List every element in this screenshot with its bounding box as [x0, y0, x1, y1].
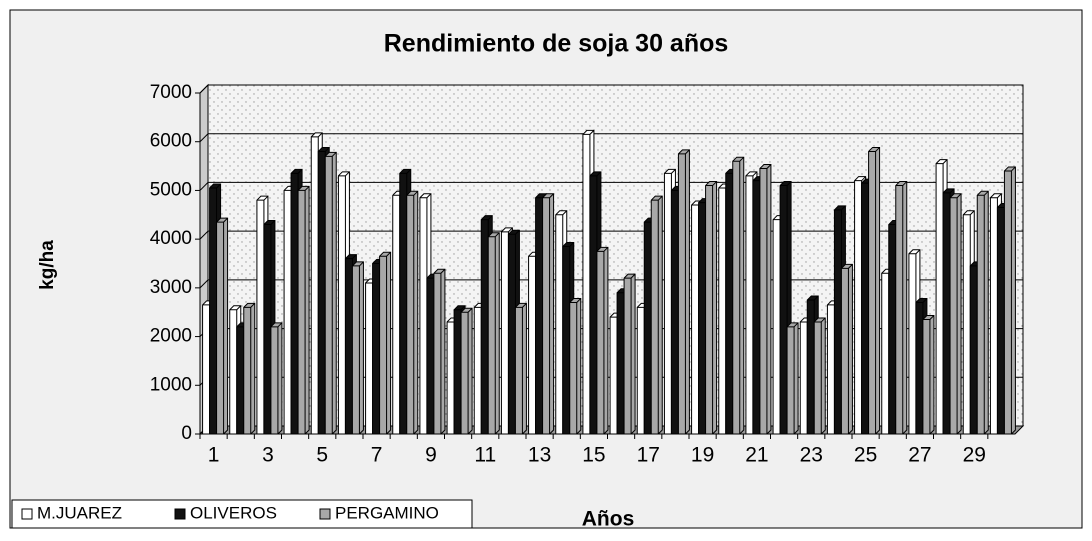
grid-line — [199, 84, 1023, 94]
legend-box — [11, 499, 473, 529]
bar — [433, 268, 446, 435]
bar — [623, 273, 636, 435]
bar — [949, 193, 962, 435]
bar — [786, 322, 799, 435]
legend-swatch — [174, 508, 186, 520]
bar — [813, 317, 826, 435]
bar — [705, 181, 718, 435]
y-tick-label: 4000 — [150, 228, 192, 249]
legend-label: PERGAMINO — [335, 503, 439, 522]
legend-swatch — [319, 508, 331, 520]
x-tick-label: 7 — [371, 444, 383, 467]
legend-swatch — [21, 508, 33, 520]
x-tick-label: 17 — [637, 444, 660, 467]
bar — [1003, 166, 1016, 435]
bar — [216, 217, 229, 435]
bar — [487, 232, 500, 435]
x-tick-label: 5 — [316, 444, 328, 467]
bar — [379, 251, 392, 435]
x-tick-label: 1 — [208, 444, 220, 467]
bar — [542, 193, 555, 435]
y-tick-label: 2000 — [150, 326, 192, 347]
bar — [514, 302, 527, 435]
x-tick-label: 27 — [908, 444, 931, 467]
bar — [868, 146, 881, 435]
y-tick-label: 3000 — [150, 277, 192, 298]
bar — [677, 149, 690, 435]
bar — [351, 261, 364, 435]
y-tick-label: 5000 — [150, 179, 192, 200]
bar — [243, 302, 256, 435]
bar — [732, 156, 745, 435]
x-tick-label: 29 — [963, 444, 986, 467]
bar — [840, 263, 853, 435]
x-tick-label: 25 — [854, 444, 877, 467]
bar — [759, 164, 772, 435]
x-axis-label: Años — [582, 508, 635, 531]
bar — [895, 181, 908, 435]
x-tick-label: 11 — [474, 444, 496, 467]
bar — [460, 307, 473, 435]
bar — [569, 297, 582, 435]
bar — [270, 322, 283, 435]
y-tick-label: 7000 — [150, 82, 192, 103]
y-tick-label: 0 — [181, 423, 192, 444]
bar — [297, 185, 310, 435]
y-tick-label: 6000 — [150, 131, 192, 152]
y-tick-label: 1000 — [150, 374, 192, 395]
legend-label: OLIVEROS — [190, 503, 277, 522]
bar — [406, 190, 419, 435]
bar — [324, 151, 337, 435]
grid-line — [199, 133, 1023, 143]
x-tick-label: 15 — [582, 444, 605, 467]
bar — [596, 246, 609, 435]
chart-title: Rendimiento de soja 30 años — [384, 30, 729, 58]
x-tick-label: 19 — [691, 444, 714, 467]
y-axis-label: kg/ha — [37, 240, 58, 290]
bar — [650, 195, 663, 435]
x-tick-label: 9 — [425, 444, 437, 467]
x-tick-label: 23 — [800, 444, 823, 467]
legend-label: M.JUAREZ — [37, 503, 122, 522]
x-tick-label: 21 — [745, 444, 768, 467]
bar — [922, 315, 935, 435]
x-tick-label: 13 — [528, 444, 551, 467]
bar — [976, 190, 989, 435]
x-tick-label: 3 — [262, 444, 274, 467]
